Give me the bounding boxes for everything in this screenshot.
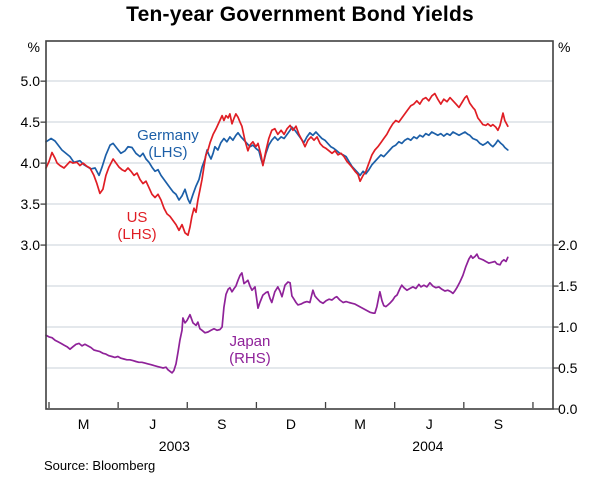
x-axis-year-label: 2004: [412, 438, 444, 454]
right-axis-unit: %: [558, 39, 571, 55]
x-axis-month-label: M: [354, 416, 366, 432]
left-axis-unit: %: [27, 39, 40, 55]
x-axis-month-label: M: [77, 416, 90, 432]
series-label-japan: Japan (RHS): [229, 332, 271, 367]
source-note: Source: Bloomberg: [44, 458, 156, 473]
x-axis-month-label: S: [493, 416, 504, 432]
x-axis-month-label: D: [285, 416, 297, 432]
series-line-japan: [45, 253, 509, 374]
right-axis-tick-label: 2.0: [558, 237, 578, 254]
right-axis-tick-label: 0.5: [558, 360, 578, 377]
x-axis-year-label: 2003: [158, 438, 190, 454]
left-axis-tick-label: 4.5: [20, 114, 40, 131]
left-axis-tick-label: 3.5: [20, 196, 40, 213]
right-axis-tick-label: 1.0: [558, 319, 578, 336]
x-axis-month-label: S: [217, 416, 227, 432]
page-title: Ten-year Government Bond Yields: [126, 3, 474, 26]
series-label-germany: Germany (LHS): [137, 127, 199, 162]
right-axis-tick-label: 0.0: [558, 401, 578, 417]
left-axis-tick-label: 5.0: [20, 73, 40, 90]
left-axis-tick-label: 3.0: [20, 237, 40, 254]
x-axis-month-label: J: [425, 416, 433, 432]
x-axis-month-label: J: [149, 416, 157, 432]
series-line-us: [45, 92, 509, 237]
right-axis-tick-label: 1.5: [558, 278, 578, 295]
series-label-us: US (LHS): [117, 209, 157, 244]
plot-border: [45, 40, 554, 410]
left-axis-tick-label: 4.0: [20, 155, 40, 172]
series-line-germany: [45, 126, 509, 205]
